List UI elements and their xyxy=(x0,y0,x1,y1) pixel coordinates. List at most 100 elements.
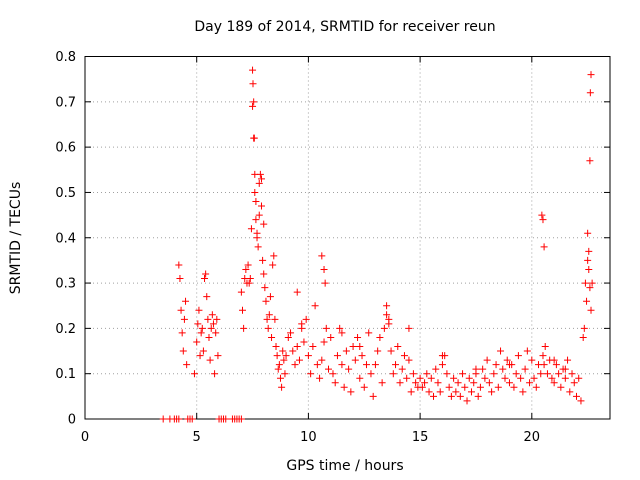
data-point xyxy=(304,352,312,360)
data-point xyxy=(383,311,391,319)
data-point xyxy=(550,356,558,364)
axis-ticks: 0 0.1 0.2 0.3 0.4 0.5 0.6 0.7 0.8 0 5 10 15 20 xyxy=(55,50,610,445)
data-point xyxy=(340,383,348,391)
data-point xyxy=(452,388,460,396)
data-point xyxy=(237,415,245,423)
data-point xyxy=(456,392,464,400)
data-point xyxy=(276,374,284,382)
data-point xyxy=(490,370,498,378)
data-point xyxy=(587,71,595,79)
data-point xyxy=(416,374,424,382)
data-point xyxy=(392,361,400,369)
data-point xyxy=(349,343,357,350)
data-point xyxy=(418,383,426,391)
data-point xyxy=(278,383,286,391)
data-point xyxy=(465,374,473,382)
data-point xyxy=(213,315,221,323)
data-point xyxy=(208,311,216,319)
data-point xyxy=(543,370,551,378)
data-point xyxy=(222,415,230,423)
data-point xyxy=(505,379,513,387)
x-tick-label: 5 xyxy=(193,430,201,445)
data-point xyxy=(434,379,442,387)
plot-frame xyxy=(84,56,611,420)
data-point xyxy=(244,261,252,269)
data-point xyxy=(581,279,589,287)
data-point xyxy=(255,179,263,187)
data-point xyxy=(242,265,250,273)
data-point xyxy=(445,383,453,391)
data-point xyxy=(360,383,368,391)
data-point xyxy=(291,361,299,369)
data-point xyxy=(474,392,482,400)
data-point xyxy=(454,379,462,387)
data-point xyxy=(274,365,282,373)
data-point xyxy=(564,356,572,364)
data-point xyxy=(557,383,565,391)
data-point xyxy=(183,361,191,369)
data-point xyxy=(356,343,364,350)
data-point xyxy=(318,252,326,260)
data-point xyxy=(182,297,190,305)
data-point xyxy=(548,374,556,382)
data-point xyxy=(333,352,341,360)
data-point xyxy=(461,383,469,391)
data-point xyxy=(584,229,592,237)
data-point xyxy=(202,270,210,278)
data-point xyxy=(214,352,222,360)
data-point xyxy=(199,347,207,355)
y-tick-label: 0.1 xyxy=(55,367,76,382)
data-point xyxy=(403,374,411,382)
data-point xyxy=(262,297,270,305)
data-point xyxy=(540,243,548,251)
data-point xyxy=(351,356,359,364)
data-point xyxy=(293,288,301,296)
data-point xyxy=(237,288,245,296)
data-point xyxy=(421,379,429,387)
data-point xyxy=(383,302,391,310)
data-point xyxy=(521,365,529,373)
data-point xyxy=(289,347,297,355)
data-point xyxy=(311,302,319,310)
data-point xyxy=(427,374,435,382)
data-point xyxy=(245,279,253,287)
data-point xyxy=(555,370,563,378)
data-point xyxy=(261,284,269,292)
data-point xyxy=(405,324,413,332)
data-point xyxy=(250,134,258,142)
data-point xyxy=(572,392,580,400)
data-point xyxy=(175,415,183,423)
data-point xyxy=(313,361,321,369)
data-point xyxy=(196,352,204,360)
data-point xyxy=(176,275,184,283)
data-point xyxy=(494,383,502,391)
y-tick-label: 0.4 xyxy=(55,231,76,246)
data-point xyxy=(483,356,491,364)
data-point xyxy=(561,374,569,382)
data-point xyxy=(159,415,167,423)
data-point xyxy=(275,361,283,369)
data-point xyxy=(281,370,289,378)
data-point xyxy=(259,256,267,264)
x-axis-label: GPS time / hours xyxy=(286,458,403,474)
data-point xyxy=(467,388,475,396)
data-point xyxy=(443,370,451,378)
data-point xyxy=(568,370,576,378)
chart-title: Day 189 of 2014, SRMTID for receiver reu… xyxy=(194,19,495,35)
data-point xyxy=(450,374,458,382)
data-point xyxy=(358,352,366,360)
data-point xyxy=(575,374,583,382)
data-point xyxy=(302,315,310,323)
data-point xyxy=(263,315,271,323)
data-point xyxy=(540,361,548,369)
data-point xyxy=(584,256,592,264)
data-point xyxy=(336,324,344,332)
data-point xyxy=(505,361,513,369)
data-point xyxy=(194,320,202,328)
data-point xyxy=(374,347,382,355)
data-point xyxy=(577,397,585,405)
data-point xyxy=(472,365,480,373)
data-point xyxy=(269,261,277,269)
x-tick-label: 0 xyxy=(81,430,89,445)
